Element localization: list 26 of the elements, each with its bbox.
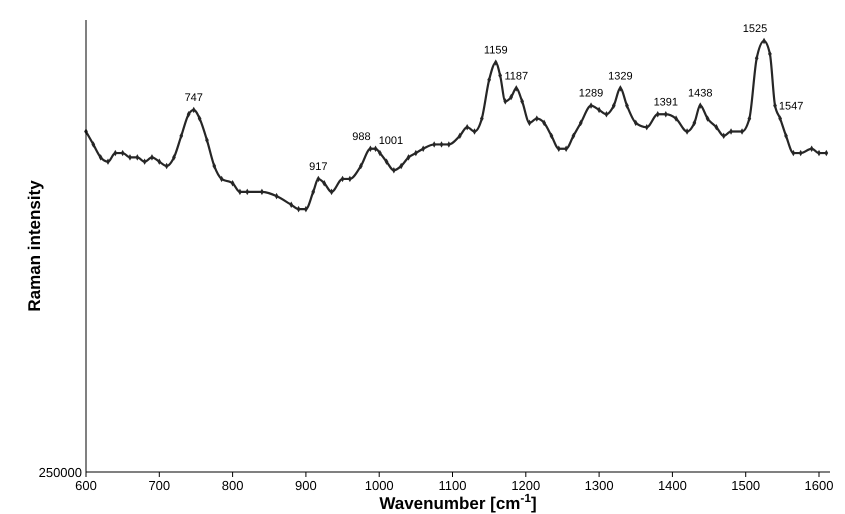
annotation: 988 — [352, 130, 371, 143]
annotation: 1525 — [742, 23, 768, 35]
x-tick-label: 1300 — [584, 478, 614, 493]
text: 250000 — [38, 465, 82, 480]
x-tick-label: 1500 — [731, 478, 760, 493]
annotation: 1391 — [654, 96, 678, 108]
x-tick-label: 700 — [148, 478, 170, 493]
annotation: 1187 — [504, 70, 528, 82]
annotation: 1547 — [778, 100, 804, 113]
annotation: 1001 — [378, 135, 404, 148]
annotation: 1329 — [608, 70, 633, 82]
annotation: 1159 — [484, 44, 508, 57]
x-tick-label: 600 — [75, 478, 97, 493]
y-axis-title: Raman intensity — [25, 180, 44, 312]
x-tick-label: 1100 — [438, 478, 466, 493]
x-tick-label: 1200 — [511, 478, 540, 493]
annotation: 747 — [184, 92, 203, 104]
annotation: 917 — [309, 160, 328, 173]
x-tick-label: 1400 — [658, 478, 687, 493]
x-axis-title: Wavenumber [cm$^{-1}$] — [379, 491, 537, 513]
annotation: 1438 — [688, 88, 712, 100]
x-tick-label: 900 — [295, 478, 317, 493]
annotation: 1289 — [578, 88, 604, 100]
x-tick-label: 800 — [222, 478, 244, 493]
x-tick-label: 1000 — [364, 478, 394, 493]
x-tick-label: 1600 — [804, 478, 834, 493]
